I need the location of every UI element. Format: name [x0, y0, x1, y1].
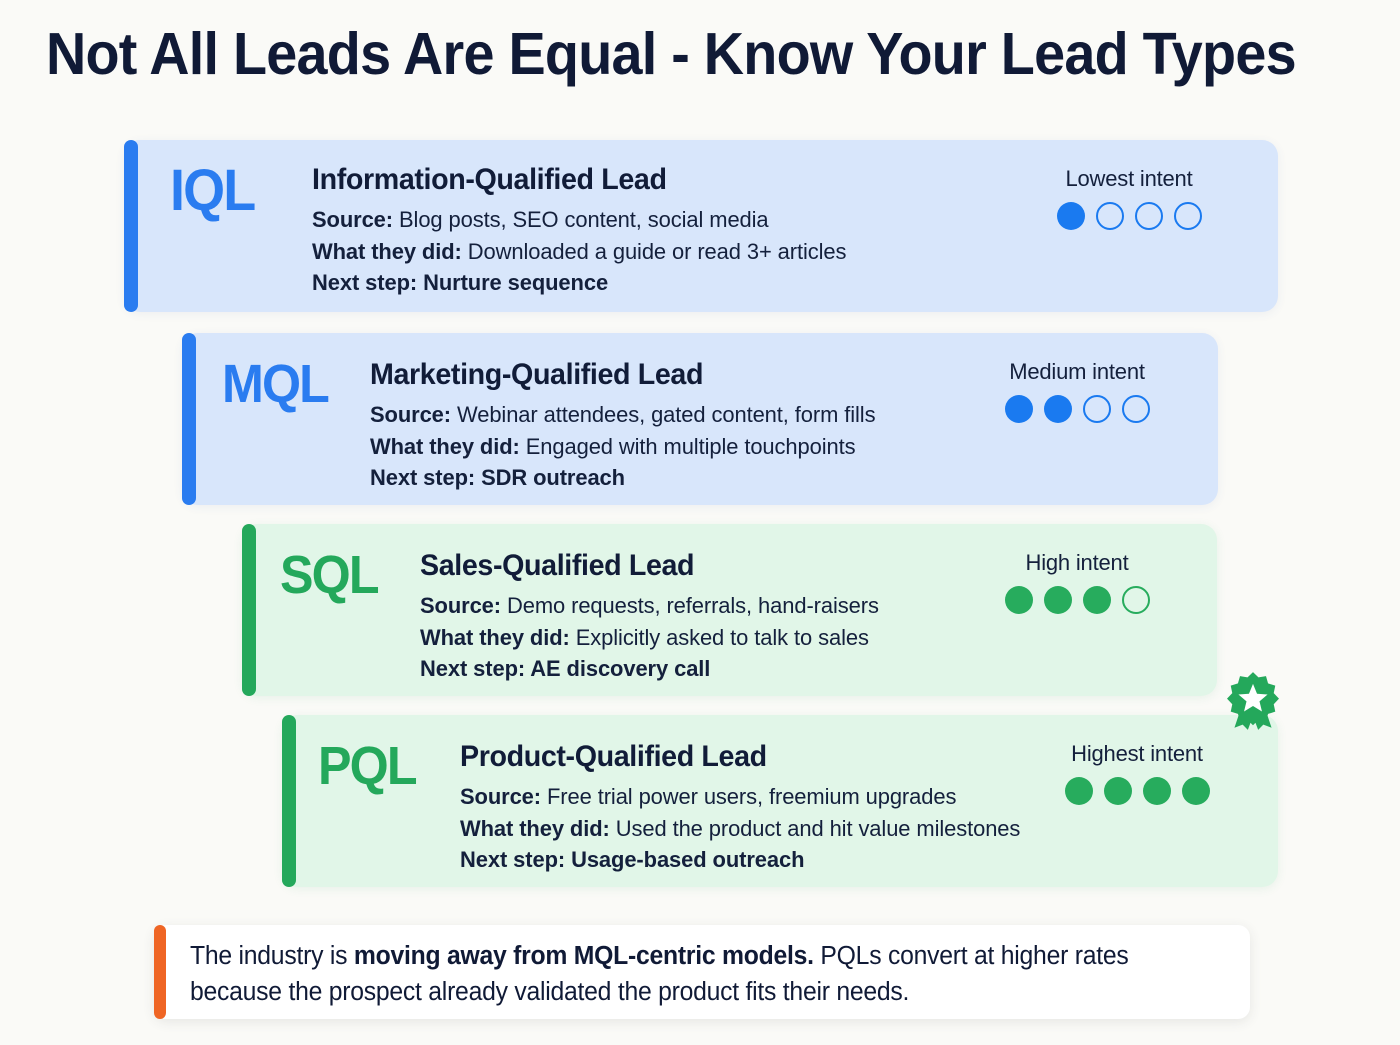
- intent-dot: [1142, 777, 1171, 805]
- intent-label: High intent: [1025, 550, 1129, 575]
- source-value: Free trial power users, freemium upgrade…: [541, 784, 957, 810]
- intent-dots: [1024, 202, 1234, 230]
- card-background: [182, 333, 1218, 505]
- intent-dot: [1082, 395, 1111, 423]
- activity-label: What they did:: [420, 624, 570, 650]
- lead-activity-line: What they did: Engaged with multiple tou…: [370, 431, 875, 463]
- activity-label: What they did:: [370, 433, 520, 459]
- page-title: Not All Leads Are Equal - Know Your Lead…: [46, 21, 1297, 87]
- intent-dot: [1043, 395, 1072, 423]
- source-label: Source:: [312, 207, 400, 233]
- source-label: Source:: [370, 402, 452, 428]
- intent-dot: [1121, 586, 1150, 614]
- intent-label: Medium intent: [1009, 359, 1145, 384]
- lead-activity-line: What they did: Explicitly asked to talk …: [420, 622, 879, 654]
- lead-code-iql: IQL: [170, 158, 256, 223]
- intent-dot: [1181, 777, 1210, 805]
- footer-text: The industry is moving away from MQL-cen…: [190, 938, 1199, 1010]
- lead-code-pql: PQL: [318, 736, 418, 796]
- intent-dot: [1095, 202, 1124, 230]
- card-background: [124, 140, 1278, 312]
- lead-activity-line: What they did: Used the product and hit …: [460, 813, 1020, 845]
- lead-activity-line: What they did: Downloaded a guide or rea…: [312, 236, 846, 268]
- lead-card-sql[interactable]: SQL Sales-Qualified Lead Source: Demo re…: [242, 524, 1217, 696]
- lead-code-mql: MQL: [222, 354, 330, 414]
- activity-label: What they did:: [460, 815, 610, 841]
- source-value: Demo requests, referrals, hand-raisers: [501, 593, 879, 619]
- lead-next-step: Next step: AE discovery call: [420, 656, 711, 682]
- footer-callout: The industry is moving away from MQL-cen…: [154, 925, 1250, 1019]
- source-value: Blog posts, SEO content, social media: [399, 207, 769, 233]
- intent-dot: [1121, 395, 1150, 423]
- award-ribbon-icon: [1227, 672, 1279, 730]
- source-label: Source:: [460, 784, 542, 810]
- card-accent-bar: [282, 715, 296, 887]
- lead-source-line: Source: Blog posts, SEO content, social …: [312, 204, 846, 236]
- intent-meter-iql: Lowest intent: [1024, 166, 1234, 230]
- activity-value: Used the product and hit value milestone…: [609, 815, 1021, 841]
- intent-dot: [1043, 586, 1072, 614]
- card-accent-bar: [242, 524, 256, 696]
- lead-source-line: Source: Free trial power users, freemium…: [460, 781, 1020, 813]
- source-value: Webinar attendees, gated content, form f…: [451, 402, 876, 428]
- lead-next-step: Next step: Usage-based outreach: [460, 847, 805, 873]
- lead-title: Marketing-Qualified Lead: [370, 358, 704, 391]
- intent-dots: [1032, 777, 1242, 805]
- intent-meter-pql: Highest intent: [1032, 741, 1242, 805]
- activity-label: What they did:: [312, 238, 462, 264]
- intent-label: Highest intent: [1071, 741, 1203, 766]
- lead-source-line: Source: Demo requests, referrals, hand-r…: [420, 590, 879, 622]
- intent-meter-mql: Medium intent: [972, 359, 1182, 423]
- lead-title: Information-Qualified Lead: [312, 163, 667, 196]
- footer-accent-bar: [154, 925, 166, 1019]
- activity-value: Explicitly asked to talk to sales: [569, 624, 869, 650]
- intent-dot: [1004, 586, 1033, 614]
- intent-dot: [1004, 395, 1033, 423]
- lead-next-step: Next step: SDR outreach: [370, 465, 625, 491]
- lead-title: Sales-Qualified Lead: [420, 549, 695, 582]
- lead-card-iql[interactable]: IQL Information-Qualified Lead Source: B…: [124, 140, 1278, 312]
- lead-code-sql: SQL: [280, 545, 380, 605]
- lead-card-mql[interactable]: MQL Marketing-Qualified Lead Source: Web…: [182, 333, 1218, 505]
- source-label: Source:: [420, 593, 502, 619]
- intent-dots: [972, 395, 1182, 423]
- lead-next-step: Next step: Nurture sequence: [312, 270, 609, 296]
- intent-meter-sql: High intent: [972, 550, 1182, 614]
- lead-card-pql[interactable]: PQL Product-Qualified Lead Source: Free …: [282, 672, 1279, 887]
- intent-dot: [1082, 586, 1111, 614]
- card-accent-bar: [182, 333, 196, 505]
- intent-dot: [1056, 202, 1085, 230]
- card-accent-bar: [124, 140, 138, 312]
- intent-dot: [1103, 777, 1132, 805]
- activity-value: Downloaded a guide or read 3+ articles: [461, 238, 847, 264]
- lead-title: Product-Qualified Lead: [460, 740, 767, 773]
- intent-dot: [1064, 777, 1093, 805]
- footer-text-bold: moving away from MQL-centric models.: [353, 942, 814, 970]
- footer-text-part-1: The industry is: [190, 942, 354, 970]
- footer-text-part-2: PQLs convert at higher rates because the…: [190, 942, 1129, 1007]
- intent-dots: [972, 586, 1182, 614]
- lead-source-line: Source: Webinar attendees, gated content…: [370, 399, 876, 431]
- intent-label: Lowest intent: [1065, 166, 1193, 191]
- activity-value: Engaged with multiple touchpoints: [519, 433, 856, 459]
- intent-dot: [1134, 202, 1163, 230]
- intent-dot: [1173, 202, 1202, 230]
